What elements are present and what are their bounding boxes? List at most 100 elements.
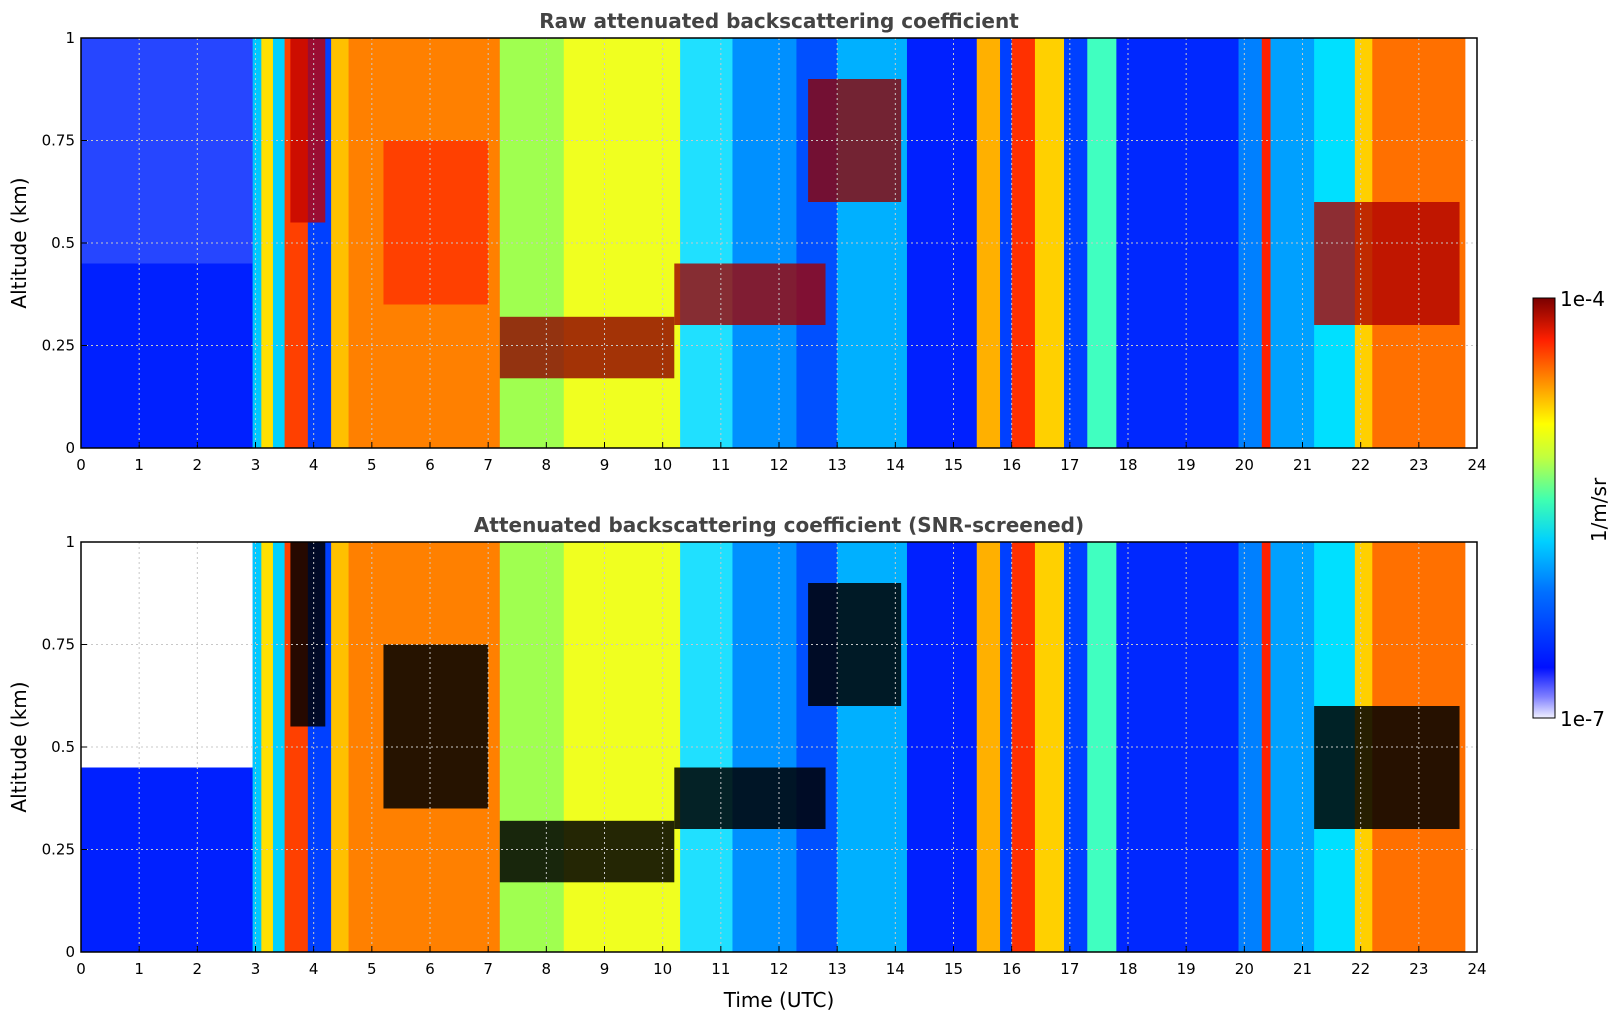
x-tick-label: 20 [1235,960,1254,978]
x-tick-label: 14 [886,960,905,978]
y-axis-ticks: 0 0.25 0.5 0.75 1 [42,533,87,961]
x-tick-label: 24 [1467,960,1486,978]
heatmap-band [272,542,286,952]
heatmap-band [272,38,286,448]
x-tick-label: 14 [886,456,905,474]
x-tick-label: 12 [769,960,788,978]
x-tick-label: 3 [251,960,261,978]
x-tick-label: 18 [1118,960,1137,978]
x-tick-label: 20 [1235,456,1254,474]
colorbar-gradient [1532,297,1556,719]
heatmap-band [1034,542,1065,952]
x-tick-label: 4 [309,456,319,474]
x-tick-label: 13 [828,456,847,474]
colorbar-min-label: 1e-7 [1560,707,1605,731]
x-tick-label: 11 [711,456,730,474]
x-tick-label: 0 [76,960,86,978]
x-tick-label: 23 [1409,456,1428,474]
heatmap-feature [808,79,902,202]
heatmap-feature [499,820,675,883]
colorbar-max-label: 1e-4 [1560,287,1605,311]
heatmap-image [81,38,1477,448]
x-tick-label: 10 [653,456,672,474]
x-tick-label: 0 [76,456,86,474]
heatmap-band [331,38,350,448]
x-tick-label: 15 [944,456,963,474]
x-tick-label: 4 [309,960,319,978]
heatmap-noise-region [81,38,253,264]
x-tick-label: 22 [1351,456,1370,474]
x-tick-label: 19 [1177,960,1196,978]
x-tick-label: 7 [483,456,493,474]
y-tick-label: 0.25 [42,337,75,355]
heatmap-feature [674,263,826,325]
x-axis-ticks: 0 1 2 3 4 5 6 7 8 9 10 11 12 13 14 15 16 17 18 19 20 21 22 23 24 [76,442,1487,474]
heatmap-noise-region [81,542,253,768]
x-tick-label: 1 [134,456,144,474]
grid-lines [81,542,1477,952]
x-tick-label: 5 [367,456,377,474]
x-axis-label: Time (UTC) [723,988,835,1012]
x-tick-label: 17 [1060,960,1079,978]
x-tick-label: 12 [769,456,788,474]
panel-title: Attenuated backscattering coefficient (S… [474,513,1084,537]
colorbar: 1e-4 1e-7 1/m/sr [1532,287,1611,731]
heatmap-feature [1314,202,1460,325]
y-axis-label: Altitude (km) [7,681,31,812]
x-tick-label: 17 [1060,456,1079,474]
y-axis-ticks: 0 0.25 0.5 0.75 1 [42,29,87,457]
x-axis-ticks: 0 1 2 3 4 5 6 7 8 9 10 11 12 13 14 15 16 17 18 19 20 21 22 23 24 [76,946,1487,978]
x-tick-label: 8 [542,456,552,474]
heatmap-feature [290,38,326,223]
x-tick-label: 8 [542,960,552,978]
x-tick-label: 11 [711,960,730,978]
x-tick-label: 18 [1118,456,1137,474]
heatmap-band [331,542,350,952]
x-tick-label: 21 [1293,960,1312,978]
x-tick-label: 19 [1177,456,1196,474]
x-tick-label: 16 [1002,960,1021,978]
heatmap-feature [383,140,489,305]
x-tick-label: 13 [828,960,847,978]
y-tick-label: 0.5 [51,234,75,252]
x-tick-label: 9 [600,960,610,978]
x-tick-label: 2 [193,960,203,978]
y-tick-label: 0.75 [42,132,75,150]
grid-lines [81,38,1477,448]
panel-title: Raw attenuated backscattering coefficien… [539,9,1019,33]
x-tick-label: 16 [1002,456,1021,474]
y-tick-label: 0.75 [42,636,75,654]
y-tick-label: 0.5 [51,738,75,756]
y-tick-label: 0.25 [42,841,75,859]
heatmap-feature [1314,706,1460,829]
y-tick-label: 1 [65,29,75,47]
x-tick-label: 15 [944,960,963,978]
y-tick-label: 1 [65,533,75,551]
x-tick-label: 24 [1467,456,1486,474]
x-tick-label: 1 [134,960,144,978]
x-tick-label: 23 [1409,960,1428,978]
x-tick-label: 21 [1293,456,1312,474]
x-tick-label: 5 [367,960,377,978]
x-tick-label: 9 [600,456,610,474]
x-tick-label: 6 [425,960,435,978]
y-tick-label: 0 [65,943,75,961]
heatmap-band [1034,38,1065,448]
raw-backscatter-panel: Raw attenuated backscattering coefficien… [7,9,1487,474]
x-tick-label: 7 [483,960,493,978]
colorbar-unit-label: 1/m/sr [1587,477,1611,542]
x-tick-label: 22 [1351,960,1370,978]
heatmap-feature [383,644,489,809]
x-tick-label: 6 [425,456,435,474]
y-tick-label: 0 [65,439,75,457]
heatmap-feature [808,583,902,706]
heatmap-feature [290,542,326,727]
x-tick-label: 10 [653,960,672,978]
snr-screened-backscatter-panel: Attenuated backscattering coefficient (S… [7,513,1487,1012]
x-tick-label: 3 [251,456,261,474]
heatmap-feature [674,767,826,829]
heatmap-feature [499,316,675,379]
x-tick-label: 2 [193,456,203,474]
y-axis-label: Altitude (km) [7,177,31,308]
